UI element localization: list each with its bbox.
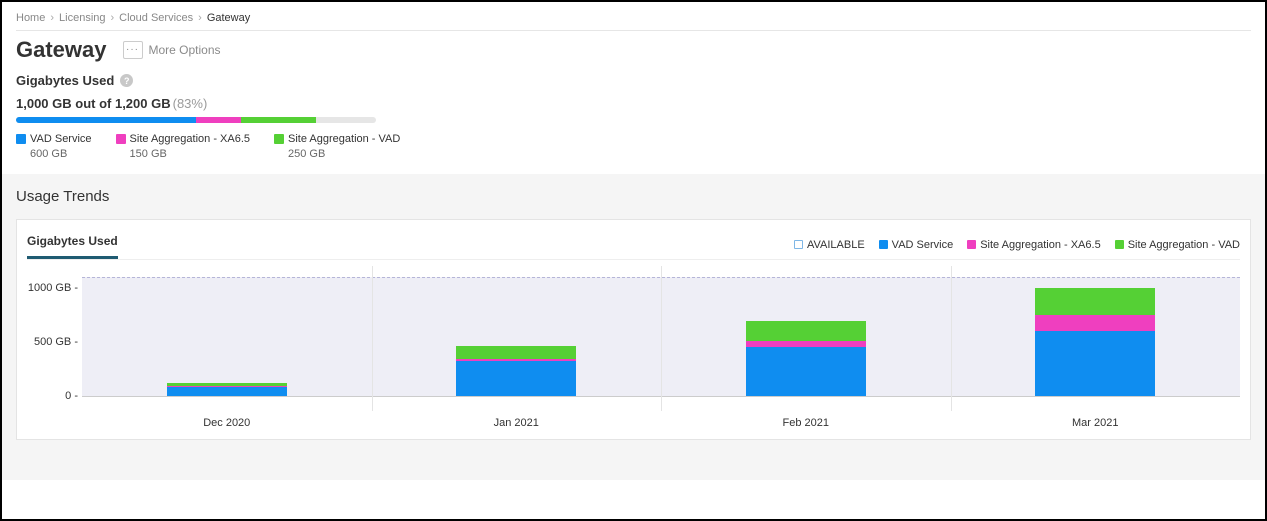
- summary-used-line: 1,000 GB out of 1,200 GB(83%): [16, 96, 1251, 111]
- chart-header: Gigabytes Used AVAILABLE VAD Service Site …: [27, 230, 1240, 260]
- chart-tab-gigabytes-used[interactable]: Gigabytes Used: [27, 230, 118, 259]
- bar-segment-vad_service: [1035, 331, 1155, 396]
- y-tick: 0 -: [65, 390, 78, 402]
- bar-dec-2020[interactable]: [167, 383, 287, 396]
- chevron-right-icon: ›: [198, 12, 202, 24]
- progress-segment-vad_service: [16, 117, 196, 123]
- breadcrumb-licensing[interactable]: Licensing: [59, 12, 105, 24]
- bar-mar-2021[interactable]: [1035, 288, 1155, 396]
- page-header: Gateway ··· More Options: [2, 31, 1265, 73]
- column-divider: [661, 266, 662, 411]
- legend-label: Site Aggregation - XA6.5: [130, 133, 250, 145]
- bar-segment-site_agg_vad: [746, 321, 866, 341]
- legend-label: VAD Service: [892, 239, 954, 251]
- column-divider: [951, 266, 952, 411]
- more-options-button[interactable]: ··· More Options: [123, 41, 221, 59]
- legend-value: 150 GB: [130, 148, 250, 160]
- chart-legend-item-site_agg_xa65[interactable]: Site Aggregation - XA6.5: [967, 239, 1100, 251]
- bar-segment-vad_service: [456, 361, 576, 396]
- chevron-right-icon: ›: [111, 12, 115, 24]
- summary-heading: Gigabytes Used: [16, 73, 114, 88]
- chart-x-axis: Dec 2020Jan 2021Feb 2021Mar 2021: [82, 417, 1240, 429]
- page-title: Gateway: [16, 37, 107, 63]
- column-divider: [372, 266, 373, 411]
- chart-y-axis: 0 - 500 GB - 1000 GB -: [27, 266, 82, 411]
- chart-body: 0 - 500 GB - 1000 GB -: [27, 266, 1240, 411]
- chart-legend-item-available[interactable]: AVAILABLE: [794, 239, 865, 251]
- bar-segment-site_agg_xa65: [1035, 315, 1155, 331]
- legend-label: Site Aggregation - VAD: [1128, 239, 1240, 251]
- legend-item-vad_service: VAD Service 600 GB: [16, 133, 92, 160]
- summary-legend: VAD Service 600 GB Site Aggregation - XA6.…: [16, 133, 1251, 160]
- y-tick: 500 GB -: [34, 336, 78, 348]
- breadcrumb-home[interactable]: Home: [16, 12, 45, 24]
- usage-trends-section: Usage Trends Gigabytes Used AVAILABLE VAD…: [2, 174, 1265, 480]
- x-tick: Jan 2021: [372, 417, 662, 429]
- bar-feb-2021[interactable]: [746, 321, 866, 396]
- breadcrumb-cloud-services[interactable]: Cloud Services: [119, 12, 193, 24]
- legend-swatch-icon: [794, 240, 803, 249]
- chart-legend-item-vad_service[interactable]: VAD Service: [879, 239, 954, 251]
- help-icon[interactable]: ?: [120, 74, 133, 87]
- summary-percent: (83%): [173, 96, 208, 111]
- chart-plot-area: [82, 266, 1240, 411]
- breadcrumb: Home › Licensing › Cloud Services › Gate…: [2, 2, 1265, 30]
- chart-legend: AVAILABLE VAD Service Site Aggregation - X…: [780, 239, 1240, 251]
- legend-label: VAD Service: [30, 133, 92, 145]
- bar-segment-vad_service: [167, 387, 287, 396]
- legend-item-site_agg_xa65: Site Aggregation - XA6.5 150 GB: [116, 133, 250, 160]
- summary-used-text: 1,000 GB out of 1,200 GB: [16, 96, 171, 111]
- legend-label: Site Aggregation - XA6.5: [980, 239, 1100, 251]
- chart-legend-item-site_agg_vad[interactable]: Site Aggregation - VAD: [1115, 239, 1240, 251]
- usage-progress-bar: [16, 117, 376, 123]
- progress-segment-site_agg_xa65: [196, 117, 241, 123]
- x-tick: Dec 2020: [82, 417, 372, 429]
- legend-label: AVAILABLE: [807, 239, 865, 251]
- summary-heading-row: Gigabytes Used ?: [16, 73, 1251, 88]
- progress-segment-site_agg_vad: [241, 117, 316, 123]
- x-tick: Feb 2021: [661, 417, 951, 429]
- legend-swatch-icon: [274, 134, 284, 144]
- legend-swatch-icon: [16, 134, 26, 144]
- chart-card: Gigabytes Used AVAILABLE VAD Service Site …: [16, 219, 1251, 440]
- breadcrumb-current: Gateway: [207, 12, 250, 24]
- bar-jan-2021[interactable]: [456, 346, 576, 396]
- legend-swatch-icon: [967, 240, 976, 249]
- legend-value: 600 GB: [30, 148, 92, 160]
- chevron-right-icon: ›: [50, 12, 54, 24]
- legend-swatch-icon: [1115, 240, 1124, 249]
- usage-summary: Gigabytes Used ? 1,000 GB out of 1,200 G…: [2, 73, 1265, 174]
- more-options-icon: ···: [123, 41, 143, 59]
- legend-value: 250 GB: [288, 148, 400, 160]
- y-tick: 1000 GB -: [28, 282, 78, 294]
- legend-item-site_agg_vad: Site Aggregation - VAD 250 GB: [274, 133, 400, 160]
- legend-swatch-icon: [879, 240, 888, 249]
- more-options-label: More Options: [149, 43, 221, 57]
- bar-segment-vad_service: [746, 347, 866, 396]
- legend-swatch-icon: [116, 134, 126, 144]
- bar-segment-site_agg_vad: [456, 346, 576, 359]
- usage-trends-title: Usage Trends: [16, 188, 1251, 205]
- x-tick: Mar 2021: [951, 417, 1241, 429]
- bar-segment-site_agg_vad: [1035, 288, 1155, 315]
- legend-label: Site Aggregation - VAD: [288, 133, 400, 145]
